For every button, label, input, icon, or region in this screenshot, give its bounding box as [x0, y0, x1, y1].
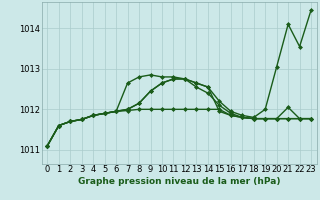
- X-axis label: Graphe pression niveau de la mer (hPa): Graphe pression niveau de la mer (hPa): [78, 177, 280, 186]
